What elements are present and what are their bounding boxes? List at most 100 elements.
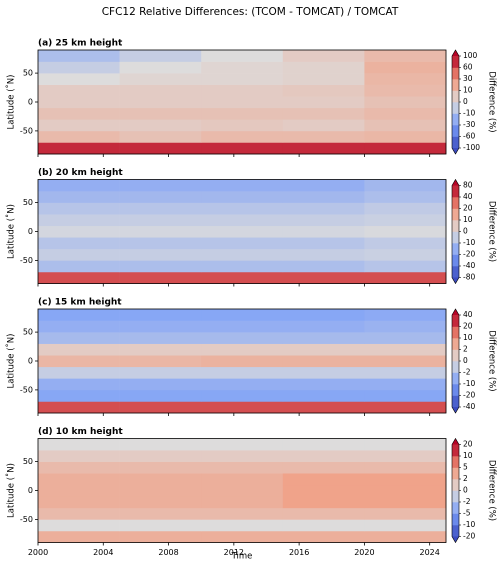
y-axis-label: Latitude (˚N) xyxy=(6,75,17,130)
heatmap-cell xyxy=(364,519,447,532)
heatmap-cell xyxy=(201,61,284,74)
heatmap-cell xyxy=(119,496,202,509)
heatmap-cell xyxy=(282,130,365,143)
colorbar-tick-label: -60 xyxy=(463,132,475,141)
heatmap-cell xyxy=(119,473,202,486)
heatmap-cell xyxy=(282,84,365,97)
heatmap-cell xyxy=(201,401,284,414)
heatmap-cell xyxy=(201,320,284,333)
heatmap-cell xyxy=(364,271,447,284)
heatmap-cell xyxy=(119,389,202,402)
heatmap-cell xyxy=(364,507,447,520)
y-tick-label: 0 xyxy=(28,227,33,236)
colorbar-tick-label: 40 xyxy=(463,192,473,201)
colorbar-segment xyxy=(452,349,459,362)
y-tick-label: -50 xyxy=(20,126,33,135)
colorbar-tick-label: 0 xyxy=(463,486,468,495)
heatmap-cell xyxy=(364,107,447,120)
colorbar-tick-label: -80 xyxy=(463,273,475,282)
colorbar-segment xyxy=(452,490,459,503)
heatmap-cell xyxy=(282,237,365,250)
heatmap-cell xyxy=(38,355,120,368)
heatmap-cell xyxy=(282,96,365,109)
heatmap-cell xyxy=(282,309,365,321)
heatmap-cell xyxy=(282,73,365,85)
heatmap-cell xyxy=(119,179,202,192)
heatmap-cell xyxy=(201,84,284,97)
y-tick-label: 0 xyxy=(28,486,33,495)
colorbar-segment xyxy=(452,243,459,255)
heatmap-cell xyxy=(201,309,284,321)
colorbar-tick-label: -10 xyxy=(463,238,475,247)
heatmap-cell xyxy=(364,237,447,250)
heatmap-cell xyxy=(282,332,365,344)
colorbar-tick-label: -10 xyxy=(463,520,475,529)
colorbar-segment xyxy=(452,113,459,126)
colorbar-extend-max xyxy=(452,50,459,56)
heatmap-cell xyxy=(119,355,202,368)
heatmap-cell xyxy=(364,389,447,402)
heatmap-cell xyxy=(282,343,365,356)
heatmap-cell xyxy=(201,438,284,451)
colorbar-segment xyxy=(452,266,459,278)
colorbar-tick-label: 10 xyxy=(463,451,473,460)
heatmap-cell xyxy=(119,378,202,391)
x-tick-label: 2024 xyxy=(420,548,440,557)
heatmap-cell xyxy=(282,271,365,284)
colorbar-tick-label: -10 xyxy=(463,379,475,388)
heatmap-cell xyxy=(364,50,447,62)
heatmap-cell xyxy=(119,320,202,333)
heatmap-cell xyxy=(38,96,120,109)
colorbar-tick-label: -2 xyxy=(463,368,471,377)
heatmap-cell xyxy=(364,473,447,486)
colorbar-tick-label: 100 xyxy=(463,51,478,60)
heatmap-cell xyxy=(282,260,365,273)
colorbar-tick-label: -10 xyxy=(463,109,475,118)
heatmap-cell xyxy=(364,96,447,109)
heatmap-cell xyxy=(119,73,202,85)
colorbar-segment xyxy=(452,136,459,149)
heatmap-cell xyxy=(38,271,120,284)
heatmap-cell xyxy=(119,119,202,132)
colorbar-tick-label: 80 xyxy=(463,181,473,190)
heatmap-cell xyxy=(119,507,202,520)
heatmap-cell xyxy=(38,450,120,462)
heatmap-cell xyxy=(201,237,284,250)
colorbar-tick-label: 0 xyxy=(463,356,468,365)
y-tick-label: -50 xyxy=(20,515,33,524)
colorbar-tick-label: 40 xyxy=(463,310,473,319)
heatmap-cell xyxy=(282,389,365,402)
heatmap-cell xyxy=(201,355,284,368)
heatmap-cell xyxy=(364,461,447,474)
heatmap-cell xyxy=(364,320,447,333)
colorbar-label: Difference (%) xyxy=(487,330,497,391)
colorbar-tick-label: -2 xyxy=(463,497,471,506)
heatmap-cell xyxy=(364,214,447,227)
heatmap-cell xyxy=(119,260,202,273)
heatmap-cell xyxy=(282,320,365,333)
heatmap-cell xyxy=(364,248,447,261)
colorbar-extend-min xyxy=(452,148,459,154)
heatmap-cell xyxy=(201,484,284,497)
colorbar-segment xyxy=(452,67,459,80)
heatmap-cell xyxy=(119,61,202,74)
heatmap-cell xyxy=(364,202,447,215)
colorbar-tick-label: -30 xyxy=(463,120,475,129)
heatmap-cell xyxy=(364,484,447,497)
heatmap-cell xyxy=(364,179,447,192)
x-axis-label: Time xyxy=(231,552,253,562)
colorbar-tick-label: 20 xyxy=(463,440,473,449)
heatmap-cell xyxy=(364,130,447,143)
x-tick-label: 2004 xyxy=(93,548,113,557)
heatmap-cell xyxy=(38,214,120,227)
heatmap-cell xyxy=(201,248,284,261)
colorbar-segment xyxy=(452,79,459,91)
colorbar-extend-max xyxy=(452,309,459,315)
colorbar-extend-min xyxy=(452,407,459,413)
heatmap-cell xyxy=(282,191,365,203)
heatmap-cell xyxy=(201,507,284,520)
colorbar-extend-min xyxy=(452,536,459,543)
heatmap-cell xyxy=(38,332,120,344)
heatmap-cell xyxy=(119,484,202,497)
panel-title: (a) 25 km height xyxy=(38,39,123,49)
